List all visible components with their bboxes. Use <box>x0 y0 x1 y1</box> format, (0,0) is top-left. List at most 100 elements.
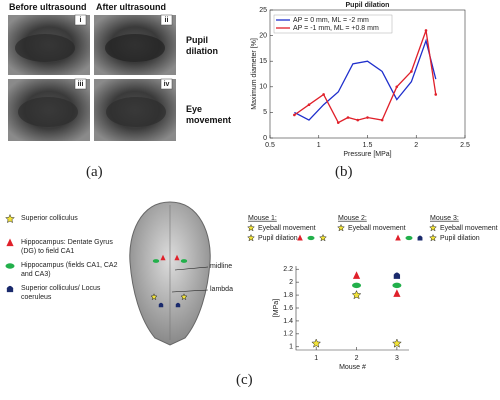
y-tick-label: 15 <box>259 58 267 65</box>
mouse-title: Mouse 1: <box>248 215 277 222</box>
y-tick-label: 20 <box>259 32 267 39</box>
y-axis-label: Maximum diameter [%] <box>251 38 258 110</box>
brain-site <box>150 293 158 301</box>
point <box>366 116 369 119</box>
point <box>346 116 350 119</box>
point <box>352 282 362 289</box>
x-tick-label: 1.5 <box>363 142 373 149</box>
x-tick-label: 0.5 <box>265 142 275 149</box>
eye-shape <box>106 97 166 127</box>
brain <box>129 201 211 346</box>
row-label: Pupil dilation <box>186 35 218 56</box>
column-label: After ultrasound <box>96 2 167 12</box>
y-tick-label: 1.2 <box>283 331 293 338</box>
y-tick-label: 1 <box>289 344 293 351</box>
point <box>393 289 401 297</box>
point <box>395 85 399 89</box>
legend-symbol <box>395 234 401 241</box>
caption: (a) <box>86 164 103 180</box>
x-axis-label: Pressure [MPa] <box>343 151 391 158</box>
brain-site <box>180 259 188 263</box>
image-label: i <box>80 17 82 24</box>
point <box>434 93 438 96</box>
point <box>307 103 311 107</box>
y-tick-label: 0 <box>263 135 267 142</box>
point <box>380 118 384 122</box>
brain-site <box>174 254 180 261</box>
x-axis-label: Mouse # <box>339 364 366 371</box>
mouse-row: Pupil dilation <box>440 235 480 242</box>
legend-box <box>273 14 393 34</box>
point <box>392 282 402 289</box>
y-tick-label: 25 <box>259 7 267 14</box>
pointer <box>171 289 209 293</box>
y-tick-label: 1.8 <box>283 292 293 299</box>
row-label: Eye movement <box>186 104 232 125</box>
eye-shape <box>15 34 75 62</box>
mouse-row: Eyeball movement <box>348 225 406 232</box>
pointer <box>174 266 209 271</box>
legend-label: Superior colliculus <box>21 215 78 222</box>
legend-swatch <box>6 285 14 293</box>
mouse-row: Eyeball movement <box>440 225 498 232</box>
y-tick-label: 2 <box>289 279 293 286</box>
legend-label: AP = 0 mm, ML = -2 mm <box>293 17 369 24</box>
brain-label: lambda <box>210 286 233 293</box>
y-tick-label: 5 <box>263 109 267 116</box>
legend-swatch <box>6 238 14 247</box>
y-tick-label: 1.4 <box>283 318 293 325</box>
mouse-title: Mouse 3: <box>430 215 459 222</box>
brain-site <box>180 293 188 301</box>
point <box>393 272 401 279</box>
image-label: iii <box>78 81 84 88</box>
legend-swatch <box>5 213 15 224</box>
legend-symbol <box>247 223 255 232</box>
numeral-box <box>160 78 173 90</box>
legend-symbol <box>247 233 255 242</box>
point <box>352 271 361 279</box>
point <box>311 338 322 348</box>
point <box>336 121 340 124</box>
legend-symbol <box>405 235 413 241</box>
mouse-row: Pupil dilation <box>258 235 298 242</box>
brain-site <box>152 259 160 263</box>
eye-shape <box>18 97 78 127</box>
legend-label: Superior colliculus/ Locus coeruleus <box>21 285 101 301</box>
x-tick-label: 3 <box>395 355 399 362</box>
column-label: Before ultrasound <box>9 2 87 12</box>
y-axis-label: [MPa] <box>273 299 280 317</box>
point <box>424 29 428 32</box>
legend-label: AP = -1 mm, ML = +0.8 mm <box>293 25 379 32</box>
point <box>351 289 362 300</box>
brain-label: midline <box>210 263 232 270</box>
brain-site <box>158 302 164 308</box>
y-tick-label: 2.2 <box>283 266 293 273</box>
x-tick-label: 1 <box>317 142 321 149</box>
line <box>294 30 437 124</box>
chart-title: Pupil dilation <box>346 2 390 9</box>
brain-site <box>160 254 166 261</box>
eye-shape <box>105 34 165 62</box>
brain-site <box>175 302 181 308</box>
caption: (b) <box>335 164 353 180</box>
axes <box>295 266 409 351</box>
x-tick-label: 2 <box>414 142 418 149</box>
legend-symbol <box>297 234 303 241</box>
legend-symbol <box>429 233 437 242</box>
caption: (c) <box>236 372 253 388</box>
point <box>322 93 325 96</box>
photos <box>8 15 176 141</box>
legend-symbol <box>307 235 315 241</box>
image-label: ii <box>165 17 169 24</box>
x-tick-label: 1 <box>314 355 318 362</box>
numeral-box <box>74 14 87 26</box>
legend-symbol <box>337 223 345 232</box>
legend-label: Hippocampus (fields CA1, CA2 and CA3) <box>21 262 118 278</box>
point <box>391 338 402 348</box>
x-tick-label: 2 <box>355 355 359 362</box>
point <box>410 70 413 73</box>
legend-swatch <box>5 263 15 269</box>
legend-symbol <box>429 223 437 232</box>
